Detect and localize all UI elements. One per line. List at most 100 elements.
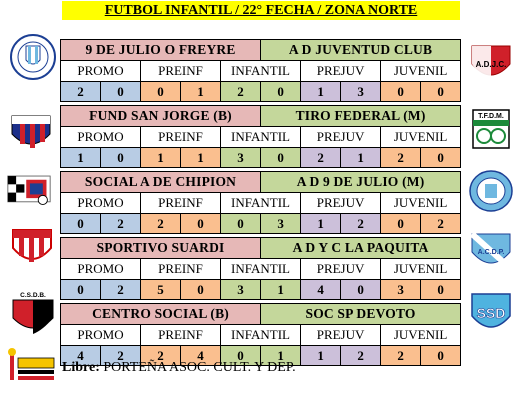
match-teams-row: SOCIAL A DE CHIPION A D 9 DE JULIO (M) bbox=[59, 171, 462, 193]
home-score: 3 bbox=[380, 279, 422, 300]
away-score: 0 bbox=[340, 279, 382, 300]
fixture-table: 9 DE JULIO O FREYRE A D JUVENTUD CLUB PROM… bbox=[59, 39, 462, 366]
category-label: JUVENIL bbox=[380, 60, 462, 82]
home-score: 2 bbox=[380, 147, 422, 168]
category-label: PREJUV bbox=[300, 192, 382, 214]
page-title: FUTBOL INFANTIL / 22° FECHA / ZONA NORTE bbox=[62, 1, 460, 20]
home-team: 9 DE JULIO O FREYRE bbox=[59, 39, 262, 61]
category-label: PROMO bbox=[60, 126, 141, 148]
category-header-row: PROMO PREINF INFANTIL PREJUV JUVENIL bbox=[60, 258, 462, 280]
libre-line: Libre: PORTEÑA ASOC. CULT. Y DEP. bbox=[62, 360, 296, 376]
sportivo-suardi-logo bbox=[9, 224, 55, 270]
away-score: 0 bbox=[260, 147, 302, 168]
category-label: PREINF bbox=[140, 324, 221, 346]
away-score: 1 bbox=[260, 279, 302, 300]
sp-devoto-logo: SSD bbox=[468, 290, 514, 338]
home-team: FUND SAN JORGE (B) bbox=[59, 105, 262, 127]
juventud-club-logo: A.D.J.C. bbox=[468, 40, 514, 86]
away-team: A D JUVENTUD CLUB bbox=[260, 39, 462, 61]
away-team: A D 9 DE JULIO (M) bbox=[260, 171, 462, 193]
home-score: 0 bbox=[380, 81, 422, 102]
category-label: PREINF bbox=[140, 60, 221, 82]
libre-label: Libre: bbox=[62, 360, 100, 375]
away-score: 0 bbox=[420, 81, 462, 102]
away-score: 2 bbox=[100, 213, 141, 234]
category-label: INFANTIL bbox=[219, 126, 302, 148]
home-score: 3 bbox=[219, 279, 262, 300]
home-score: 1 bbox=[300, 81, 342, 102]
away-score: 0 bbox=[420, 279, 462, 300]
category-label: JUVENIL bbox=[380, 324, 462, 346]
home-score: 2 bbox=[380, 345, 422, 366]
home-score: 0 bbox=[140, 81, 181, 102]
category-label: INFANTIL bbox=[219, 60, 302, 82]
category-header-row: PROMO PREINF INFANTIL PREJUV JUVENIL bbox=[60, 126, 462, 148]
svg-text:C.S.D.B.: C.S.D.B. bbox=[20, 292, 46, 299]
away-score: 0 bbox=[100, 147, 141, 168]
category-label: PREINF bbox=[140, 192, 221, 214]
svg-text:A.D.J.C.: A.D.J.C. bbox=[476, 60, 507, 69]
home-score: 1 bbox=[300, 213, 342, 234]
away-score: 0 bbox=[260, 81, 302, 102]
category-label: PROMO bbox=[60, 192, 141, 214]
svg-text:T.F.D.M.: T.F.D.M. bbox=[478, 113, 504, 120]
category-label: PREJUV bbox=[300, 258, 382, 280]
la-paquita-logo: A.C.D.P. bbox=[468, 228, 514, 274]
category-label: PREINF bbox=[140, 126, 221, 148]
home-team: CENTRO SOCIAL (B) bbox=[59, 303, 262, 325]
category-header-row: PROMO PREINF INFANTIL PREJUV JUVENIL bbox=[60, 60, 462, 82]
away-score: 1 bbox=[180, 147, 221, 168]
san-jorge-logo bbox=[8, 108, 54, 154]
match-teams-row: SPORTIVO SUARDI A D Y C LA PAQUITA bbox=[59, 237, 462, 259]
match-teams-row: FUND SAN JORGE (B) TIRO FEDERAL (M) bbox=[59, 105, 462, 127]
away-team: A D Y C LA PAQUITA bbox=[260, 237, 462, 259]
match-teams-row: 9 DE JULIO O FREYRE A D JUVENTUD CLUB bbox=[59, 39, 462, 61]
home-score: 2 bbox=[219, 81, 262, 102]
club-9-de-julio-freyre-logo bbox=[10, 34, 56, 80]
home-score: 2 bbox=[140, 213, 181, 234]
away-score: 0 bbox=[420, 345, 462, 366]
away-team: SOC SP DEVOTO bbox=[260, 303, 462, 325]
home-score: 1 bbox=[140, 147, 181, 168]
home-score: 0 bbox=[219, 213, 262, 234]
social-chipion-logo bbox=[6, 165, 52, 211]
home-team: SPORTIVO SUARDI bbox=[59, 237, 262, 259]
category-label: PREJUV bbox=[300, 126, 382, 148]
match-teams-row: CENTRO SOCIAL (B) SOC SP DEVOTO bbox=[59, 303, 462, 325]
away-score: 1 bbox=[340, 147, 382, 168]
away-score: 2 bbox=[340, 345, 382, 366]
home-score: 5 bbox=[140, 279, 181, 300]
category-label: PROMO bbox=[60, 258, 141, 280]
home-score: 0 bbox=[380, 213, 422, 234]
home-score: 3 bbox=[219, 147, 262, 168]
svg-text:SSD: SSD bbox=[477, 305, 506, 321]
category-label: JUVENIL bbox=[380, 192, 462, 214]
away-score: 2 bbox=[100, 279, 141, 300]
home-score: 2 bbox=[60, 81, 101, 102]
away-score: 0 bbox=[100, 81, 141, 102]
away-score: 3 bbox=[260, 213, 302, 234]
away-score: 4 bbox=[180, 345, 221, 366]
category-label: INFANTIL bbox=[219, 192, 302, 214]
libre-team: PORTEÑA ASOC. CULT. Y DEP. bbox=[103, 360, 296, 375]
away-score: 2 bbox=[420, 213, 462, 234]
away-score: 0 bbox=[180, 279, 221, 300]
svg-text:A.C.D.P.: A.C.D.P. bbox=[478, 249, 505, 256]
away-score: 1 bbox=[260, 345, 302, 366]
category-label: INFANTIL bbox=[219, 324, 302, 346]
category-label: JUVENIL bbox=[380, 258, 462, 280]
ad-9-de-julio-logo bbox=[468, 168, 514, 214]
category-header-row: PROMO PREINF INFANTIL PREJUV JUVENIL bbox=[60, 324, 462, 346]
home-team: SOCIAL A DE CHIPION bbox=[59, 171, 262, 193]
centro-social-logo: C.S.D.B. bbox=[10, 290, 56, 338]
category-label: PROMO bbox=[60, 60, 141, 82]
category-label: INFANTIL bbox=[219, 258, 302, 280]
away-score: 2 bbox=[100, 345, 141, 366]
category-header-row: PROMO PREINF INFANTIL PREJUV JUVENIL bbox=[60, 192, 462, 214]
category-label: PREINF bbox=[140, 258, 221, 280]
